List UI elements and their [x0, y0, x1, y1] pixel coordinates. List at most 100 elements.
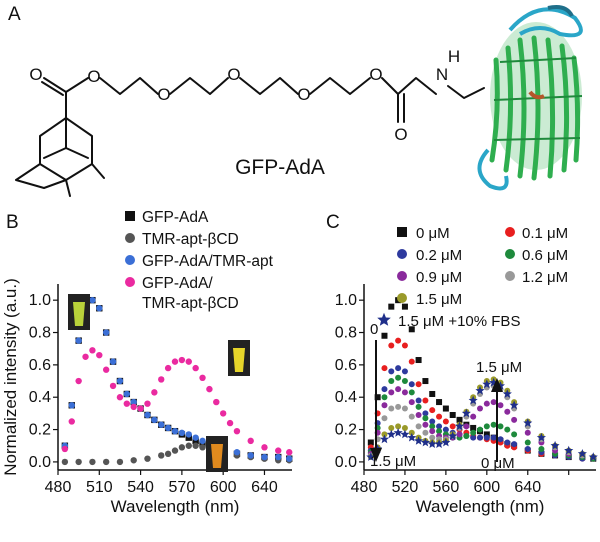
- data-point: [449, 412, 456, 419]
- data-point: [497, 402, 504, 409]
- legend-marker: [397, 293, 407, 303]
- atom-o-ester: O: [87, 67, 100, 86]
- data-point: [461, 408, 471, 418]
- data-point: [414, 436, 424, 445]
- adamantane-cage: [15, 117, 105, 197]
- data-point: [116, 394, 124, 401]
- series-1-5-m-10-fbs: [366, 377, 598, 461]
- data-point: [116, 458, 124, 466]
- data-point: [436, 423, 443, 430]
- data-point: [116, 377, 124, 385]
- data-point: [185, 442, 192, 449]
- data-point: [422, 378, 429, 385]
- x-tick-label: 600: [210, 479, 237, 496]
- y-tick-label: 0.0: [29, 454, 51, 471]
- data-point: [483, 423, 490, 430]
- data-point: [524, 429, 531, 436]
- data-point: [199, 437, 206, 445]
- data-point: [415, 397, 422, 404]
- arrow-left-bottom-label: 1.5 μM: [370, 453, 416, 470]
- y-tick-label: 0.4: [29, 389, 51, 406]
- data-point: [442, 405, 449, 412]
- data-point: [75, 337, 82, 344]
- data-point: [482, 379, 492, 389]
- legend-marker: [397, 271, 407, 281]
- data-point: [367, 439, 374, 446]
- data-point: [588, 452, 598, 461]
- peg-chain: [99, 77, 399, 95]
- data-point: [395, 423, 402, 430]
- data-point: [137, 405, 144, 412]
- carbonyl-double-bond: [41, 77, 67, 96]
- data-point: [388, 424, 395, 431]
- data-point: [247, 437, 254, 445]
- data-point: [475, 385, 485, 395]
- legend-label: TMR-apt-βCD: [142, 231, 239, 248]
- atom-n: N: [436, 65, 448, 84]
- data-point: [408, 358, 415, 365]
- legend-entry: 1.5 μM: [397, 291, 462, 308]
- x-tick-label: 640: [251, 479, 278, 496]
- data-point: [441, 437, 451, 447]
- data-point: [89, 458, 96, 466]
- data-point: [366, 452, 376, 461]
- legend-marker: [377, 312, 391, 326]
- legend-marker: [505, 249, 515, 259]
- data-point: [130, 457, 137, 464]
- legend-label: 1.2 μM: [522, 269, 568, 286]
- data-point: [422, 415, 429, 422]
- data-point: [192, 442, 199, 449]
- data-point: [171, 427, 179, 435]
- data-point: [408, 326, 415, 333]
- data-point: [395, 386, 402, 393]
- data-point: [89, 347, 96, 354]
- data-point: [68, 418, 75, 425]
- data-point: [401, 368, 408, 375]
- arrow-left-top-label: 0: [370, 321, 378, 338]
- data-point: [388, 405, 395, 412]
- data-point: [393, 428, 403, 437]
- data-point: [436, 413, 443, 420]
- data-point: [286, 449, 293, 456]
- data-point: [68, 402, 75, 409]
- data-point: [381, 431, 388, 438]
- data-point: [415, 403, 422, 410]
- legend-label: 0.6 μM: [522, 247, 568, 264]
- data-point: [192, 437, 199, 445]
- x-tick-label: 480: [45, 479, 72, 496]
- panel-c-label: C: [326, 212, 340, 233]
- data-point: [429, 407, 436, 414]
- y-tick-label: 0.8: [335, 325, 357, 342]
- data-point: [470, 413, 477, 420]
- data-point: [497, 423, 504, 430]
- data-point: [109, 358, 117, 365]
- atom-o-carbonyl: O: [29, 65, 42, 84]
- data-point: [261, 444, 268, 451]
- data-point: [483, 434, 490, 441]
- legend-entry: 1.2 μM: [505, 269, 568, 286]
- data-point: [490, 421, 497, 428]
- data-point: [400, 429, 410, 439]
- data-point: [509, 400, 519, 410]
- ester-bond: [65, 77, 89, 119]
- data-point: [395, 403, 402, 410]
- x-axis-label: Wavelength (nm): [111, 497, 240, 516]
- legend-label: GFP-AdA: [142, 209, 209, 226]
- y-tick-label: 0.6: [29, 357, 51, 374]
- data-point: [96, 305, 103, 312]
- data-point: [109, 382, 117, 390]
- y-tick-label: 0.0: [335, 454, 357, 471]
- gfp-protein-structure: [477, 5, 583, 191]
- data-point: [429, 423, 436, 430]
- legend-label: 0.1 μM: [522, 225, 568, 242]
- atom-o-carbamate: O: [394, 125, 407, 144]
- data-point: [275, 447, 282, 454]
- data-point: [502, 389, 512, 398]
- data-point: [550, 440, 560, 450]
- x-tick-label: 540: [127, 479, 154, 496]
- data-point: [422, 429, 429, 436]
- data-point: [401, 424, 408, 431]
- x-tick-label: 600: [473, 479, 500, 496]
- data-point: [261, 453, 268, 461]
- data-point: [192, 434, 199, 441]
